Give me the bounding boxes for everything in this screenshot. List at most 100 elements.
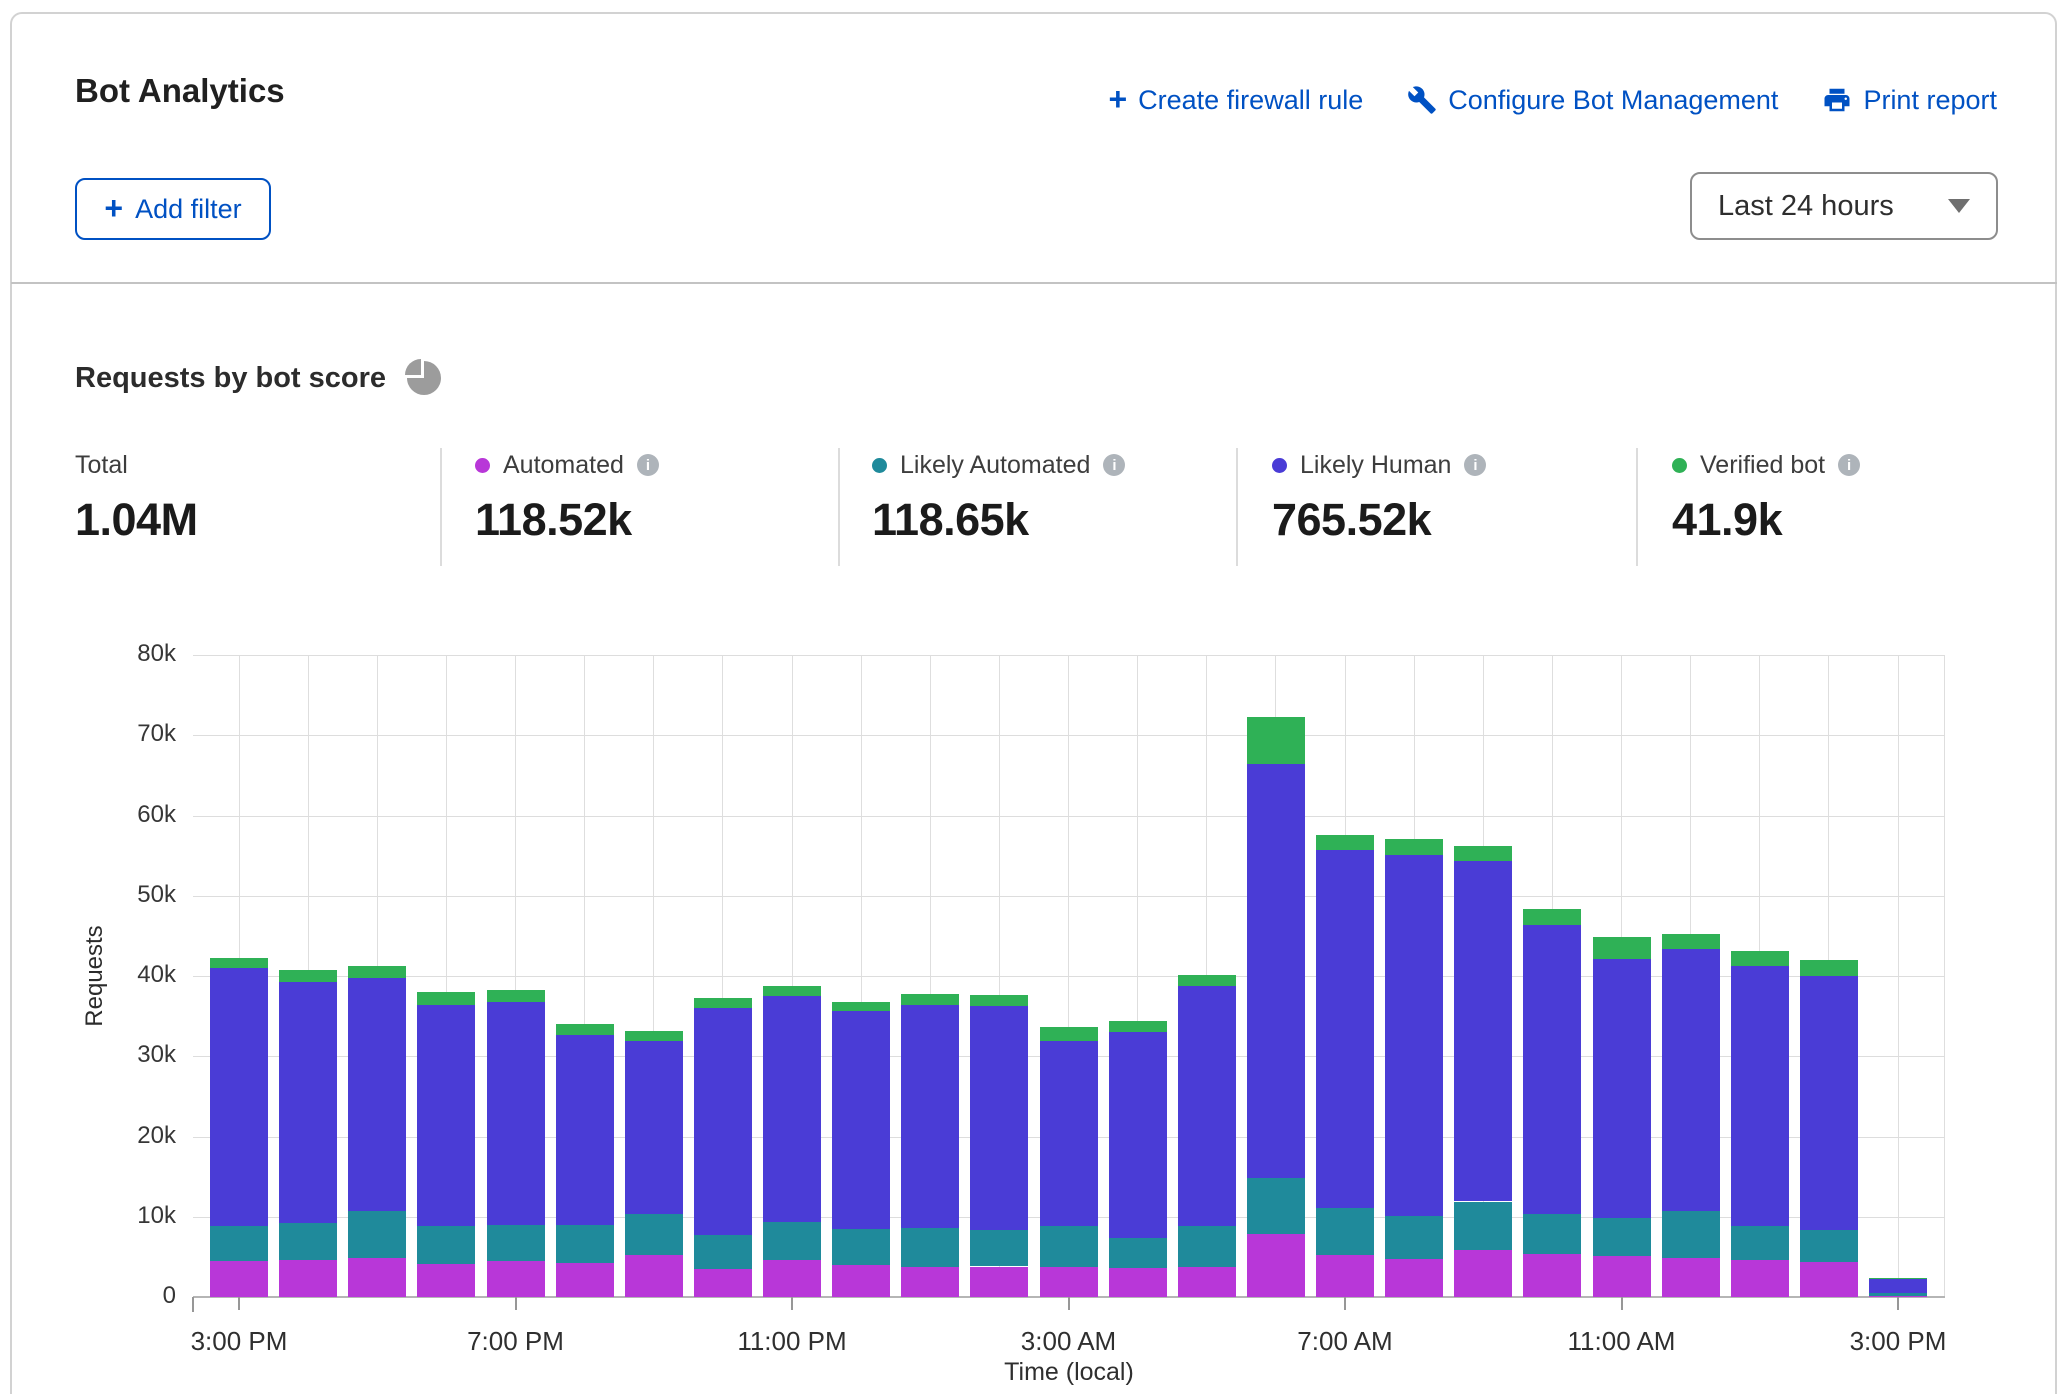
bar-segment[interactable] (832, 1264, 891, 1297)
bar-segment[interactable] (348, 978, 407, 1212)
bar-segment[interactable] (1661, 934, 1720, 949)
bar-segment[interactable] (901, 1227, 960, 1268)
bar-segment[interactable] (348, 1258, 407, 1297)
bar-segment[interactable] (417, 1226, 476, 1265)
bar-segment[interactable] (1039, 1026, 1098, 1041)
create-firewall-rule-link[interactable]: + Create firewall rule (1108, 83, 1363, 116)
bar-segment[interactable] (624, 1041, 683, 1215)
bar-segment[interactable] (1592, 959, 1651, 1218)
bar-segment[interactable] (1799, 959, 1858, 976)
bar-segment[interactable] (1177, 1225, 1236, 1268)
bar-segment[interactable] (1108, 1032, 1167, 1238)
configure-bot-management-link[interactable]: Configure Bot Management (1407, 85, 1778, 116)
bar-segment[interactable] (832, 1001, 891, 1012)
bar-segment[interactable] (1523, 1214, 1582, 1254)
print-report-link[interactable]: Print report (1822, 85, 1997, 116)
bar-segment[interactable] (1799, 1229, 1858, 1262)
bar-segment[interactable] (970, 1229, 1029, 1267)
bar-segment[interactable] (970, 1266, 1029, 1297)
bar-segment[interactable] (1385, 1259, 1444, 1297)
bar-segment[interactable] (348, 965, 407, 979)
bar-segment[interactable] (210, 967, 268, 1226)
bar-segment[interactable] (1592, 1217, 1651, 1257)
info-icon[interactable]: i (636, 454, 659, 476)
bar-segment[interactable] (1661, 1211, 1720, 1258)
bar-segment[interactable] (1246, 1178, 1305, 1234)
bar-segment[interactable] (417, 992, 476, 1005)
info-icon[interactable]: i (1838, 454, 1861, 476)
bar-segment[interactable] (1385, 838, 1444, 855)
bar-segment[interactable] (1869, 1277, 1927, 1279)
bar-segment[interactable] (555, 1224, 614, 1264)
bar-segment[interactable] (1177, 985, 1236, 1226)
bar-segment[interactable] (1316, 834, 1374, 850)
bar-segment[interactable] (486, 990, 545, 1003)
bar-segment[interactable] (210, 1225, 268, 1261)
bar-segment[interactable] (763, 1222, 821, 1261)
bar-segment[interactable] (1039, 1267, 1098, 1297)
bar-segment[interactable] (1316, 850, 1374, 1208)
bar-segment[interactable] (555, 1263, 614, 1297)
bar-segment[interactable] (763, 1260, 821, 1297)
info-icon[interactable]: i (1103, 454, 1126, 476)
bar-segment[interactable] (1454, 861, 1513, 1202)
bar-segment[interactable] (624, 1031, 683, 1041)
bar-segment[interactable] (1454, 845, 1513, 862)
bar-segment[interactable] (1869, 1295, 1927, 1297)
bar-segment[interactable] (348, 1211, 407, 1259)
bar-segment[interactable] (693, 1268, 752, 1297)
bar-segment[interactable] (1316, 1255, 1374, 1297)
bar-segment[interactable] (901, 1267, 960, 1297)
bar-segment[interactable] (486, 1260, 545, 1297)
bar-segment[interactable] (1039, 1226, 1098, 1268)
bar-segment[interactable] (1523, 1253, 1582, 1297)
bar-segment[interactable] (279, 1223, 338, 1261)
bar-segment[interactable] (1454, 1201, 1513, 1250)
bar-segment[interactable] (1246, 764, 1305, 1179)
bar-segment[interactable] (1108, 1020, 1167, 1033)
bar-segment[interactable] (763, 986, 821, 997)
bar-segment[interactable] (970, 995, 1029, 1007)
bar-segment[interactable] (279, 981, 338, 1224)
add-filter-button[interactable]: + Add filter (75, 178, 271, 240)
bar-segment[interactable] (1523, 925, 1582, 1215)
bar-segment[interactable] (693, 997, 752, 1009)
bar-segment[interactable] (486, 1224, 545, 1261)
bar-segment[interactable] (555, 1035, 614, 1225)
bar-segment[interactable] (1592, 936, 1651, 960)
bar-segment[interactable] (417, 1004, 476, 1227)
bar-segment[interactable] (832, 1228, 891, 1265)
bar-segment[interactable] (763, 996, 821, 1223)
bar-segment[interactable] (1385, 1215, 1444, 1260)
bar-segment[interactable] (1661, 1257, 1720, 1297)
bar-segment[interactable] (1177, 975, 1236, 986)
bar-segment[interactable] (1385, 854, 1444, 1216)
bar-segment[interactable] (1730, 951, 1789, 966)
bar-segment[interactable] (1108, 1237, 1167, 1269)
bar-segment[interactable] (1246, 716, 1305, 765)
bar-segment[interactable] (1730, 1260, 1789, 1297)
bar-segment[interactable] (624, 1255, 683, 1297)
bar-segment[interactable] (1799, 1261, 1858, 1297)
bar-segment[interactable] (901, 994, 960, 1005)
bar-segment[interactable] (901, 1004, 960, 1228)
bar-segment[interactable] (279, 969, 338, 982)
bar-segment[interactable] (555, 1024, 614, 1036)
bar-segment[interactable] (1730, 1225, 1789, 1261)
bar-segment[interactable] (417, 1264, 476, 1297)
bar-segment[interactable] (693, 1008, 752, 1236)
time-range-select[interactable]: Last 24 hours (1690, 172, 1998, 240)
bar-segment[interactable] (1661, 948, 1720, 1212)
bar-segment[interactable] (486, 1002, 545, 1225)
bar-segment[interactable] (1454, 1249, 1513, 1297)
bar-segment[interactable] (1869, 1278, 1927, 1293)
bar-segment[interactable] (279, 1260, 338, 1297)
bar-segment[interactable] (1592, 1256, 1651, 1297)
bar-segment[interactable] (1799, 976, 1858, 1230)
bar-segment[interactable] (1869, 1292, 1927, 1296)
bar-segment[interactable] (1246, 1233, 1305, 1297)
bar-segment[interactable] (832, 1011, 891, 1229)
bar-segment[interactable] (1108, 1268, 1167, 1297)
bar-segment[interactable] (1730, 965, 1789, 1226)
bar-segment[interactable] (1177, 1267, 1236, 1297)
